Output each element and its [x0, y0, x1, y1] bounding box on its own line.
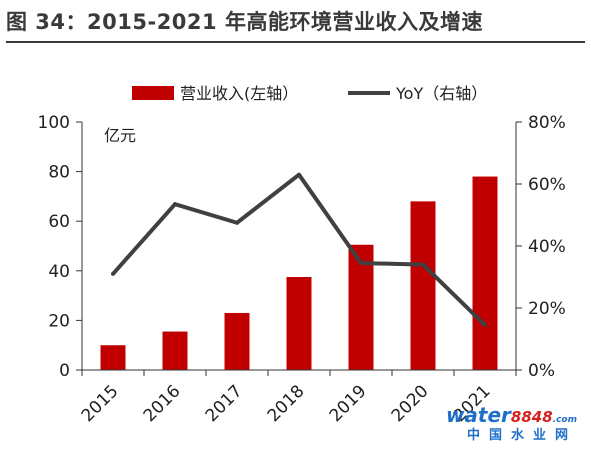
legend-swatch-revenue: [132, 86, 174, 100]
legend-label-yoy: YoY（右轴）: [395, 84, 487, 103]
bar-2017: [224, 312, 250, 370]
y-left-unit-label: 亿元: [104, 126, 136, 145]
yoy-point-2021: [483, 323, 487, 328]
legend: 营业收入(左轴） YoY（右轴）: [132, 84, 487, 103]
bar-2019: [348, 244, 374, 370]
watermark-logo: water8848.com 中国水业网: [446, 405, 577, 442]
bar-2021: [472, 176, 498, 370]
watermark-brand: water: [445, 403, 511, 427]
figure-title: 图 34：2015-2021 年高能环境营业收入及增速: [6, 10, 483, 34]
bar-2018: [286, 277, 312, 370]
bar-2016: [162, 331, 188, 370]
y-right-tick-label: 20%: [528, 299, 566, 319]
watermark-number: 8848: [510, 408, 553, 426]
yoy-point-2020: [421, 262, 425, 267]
x-tick-label-2018: 2018: [264, 381, 309, 426]
yoy-point-2019: [359, 261, 363, 266]
yoy-point-2018: [297, 172, 301, 177]
x-tick-label-2020: 2020: [388, 381, 433, 426]
y-left-tick-label: 0: [59, 361, 70, 381]
title-rule: [6, 41, 585, 43]
y-right-tick-label: 80%: [528, 113, 566, 133]
legend-label-revenue: 营业收入(左轴）: [180, 84, 298, 103]
y-left-tick-label: 40: [48, 262, 70, 282]
yoy-point-2015: [111, 271, 115, 276]
bar-2015: [100, 345, 126, 370]
y-right-tick-label: 40%: [528, 237, 566, 257]
y-left-tick-label: 100: [38, 113, 70, 133]
x-tick-label-2019: 2019: [326, 381, 371, 426]
y-left-tick-label: 60: [48, 212, 70, 232]
y-right-tick-label: 60%: [528, 175, 566, 195]
x-tick-label-2017: 2017: [202, 381, 247, 426]
yoy-point-2016: [173, 202, 177, 207]
y-left-tick-label: 80: [48, 163, 70, 183]
x-tick-label-2015: 2015: [78, 381, 123, 426]
bar-2020: [410, 201, 436, 370]
y-left-tick-label: 20: [48, 311, 70, 331]
yoy-point-2017: [235, 220, 239, 225]
y-right-tick-label: 0%: [528, 361, 555, 381]
watermark-suffix: .com: [552, 415, 577, 425]
x-tick-label-2016: 2016: [140, 381, 185, 426]
watermark-cn: 中国水业网: [466, 428, 577, 443]
